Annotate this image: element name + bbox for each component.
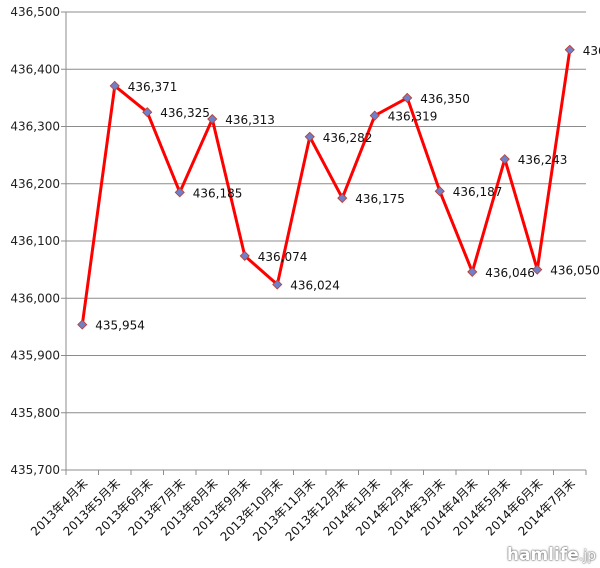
y-tick-label: 436,400 [10,62,60,76]
data-point-marker [239,250,250,261]
data-label: 436,074 [258,250,308,264]
data-point-marker [77,319,88,330]
data-point-marker [174,187,185,198]
data-markers [77,44,575,330]
y-tick-label: 436,500 [10,5,60,19]
data-point-marker [304,131,315,142]
data-point-marker [467,266,478,277]
y-tick-label: 435,900 [10,349,60,363]
data-label: 436,050 [550,264,600,278]
data-point-marker [142,107,153,118]
data-label: 436,187 [453,185,503,199]
data-label: 436,434 [583,44,600,58]
y-tick-label: 436,100 [10,234,60,248]
data-point-marker [207,113,218,125]
data-label: 436,313 [225,113,275,127]
watermark-logo: hamlife.jp [507,545,596,565]
data-label: 436,175 [355,192,405,206]
data-point-marker [369,110,380,121]
data-label: 436,243 [518,153,568,167]
data-point-marker [272,279,283,290]
x-axis-tick-labels: 2013年4月末2013年5月末2013年6月末2013年7月末2013年8月末… [28,476,578,544]
data-label: 436,046 [485,266,535,280]
data-labels: 435,954 436,371 436,325 436,185 436,313 436,0… [95,44,600,333]
watermark-sub: .jp [578,548,596,564]
series-line [80,49,572,325]
data-point-marker [532,264,543,275]
data-label: 436,371 [128,80,178,94]
data-label: 436,350 [420,92,470,106]
data-label: 435,954 [95,319,145,333]
data-label: 436,319 [388,110,438,124]
data-point-marker [499,154,510,165]
watermark-main: hamlife [506,545,579,565]
axes [61,11,587,475]
data-label: 436,325 [160,106,210,120]
y-tick-label: 435,800 [10,406,60,420]
data-point-marker [402,92,413,103]
y-tick-label: 436,200 [10,177,60,191]
data-point-marker [434,186,445,197]
data-label: 436,185 [193,186,243,200]
series-polyline [80,49,572,325]
data-point-marker [109,80,120,91]
y-tick-label: 435,700 [10,463,60,477]
data-label: 436,282 [323,131,373,145]
data-point-marker [564,44,575,55]
data-point-marker [337,192,348,204]
data-label: 436,024 [290,279,340,293]
y-axis-tick-labels: 435,700 435,800 435,900 436,000 436,100 436,2… [10,5,60,477]
y-tick-label: 436,000 [10,291,60,305]
y-tick-label: 436,300 [10,120,60,134]
